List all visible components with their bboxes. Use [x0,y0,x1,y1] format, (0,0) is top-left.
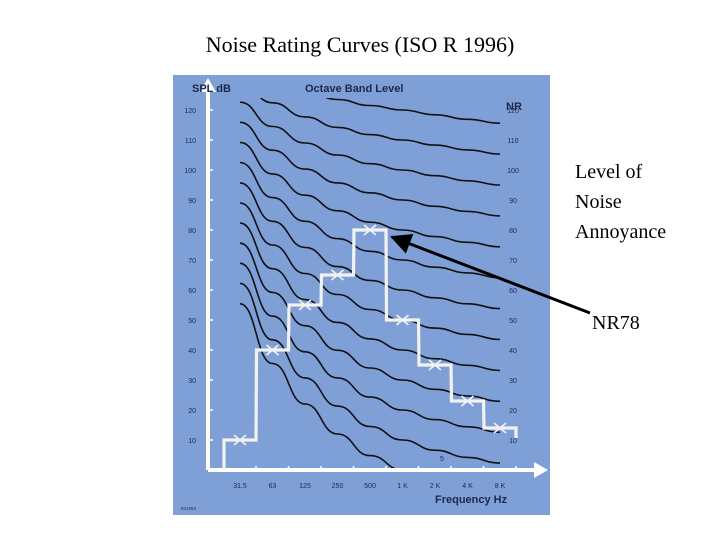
x-tick-label: 500 [364,483,376,490]
y-tick-label: 80 [188,228,196,235]
nr-curves [239,98,501,470]
nr-curve-60 [260,98,501,155]
nr-label: NR [506,101,522,113]
nr-curve-40 [239,161,501,279]
nr-curve-label: 5 [440,456,444,463]
y-tick-label: 40 [188,348,196,355]
nr-curve-5 [239,303,410,470]
x-tick-label: 1 K [397,483,408,490]
nr-curve-label: 30 [509,378,517,385]
chart-header: Octave Band Level [305,83,403,95]
nr-curve-label: 10 [509,438,517,445]
x-axis-arrowhead [534,462,548,478]
nr-curve-label: 100 [507,168,519,175]
spectrum-point-marker [298,299,312,311]
spectrum-line [222,224,518,470]
chart-labels: 10 20 30 40 50 60 70 80 90 100 110 120 31.5 63 125 250 5… [181,83,522,511]
nr-curve-25 [239,222,501,372]
annotation-level-of-noise-annoyance: Level of Noise Annoyance [575,157,666,247]
chart-panel [173,75,550,515]
y-tick-label: 100 [184,168,196,175]
nr-curve-label: 90 [509,198,517,205]
y-tick-label: 50 [188,318,196,325]
nr-curve-30 [239,202,501,341]
nr-curve-20 [239,242,501,403]
x-tick-label: 4 K [462,483,473,490]
nr-curve-10 [239,282,501,464]
y-tick-label: 20 [188,408,196,415]
y-tick-label: 30 [188,378,196,385]
y-axis-title: SPL dB [192,83,231,95]
x-tick-label: 63 [269,483,277,490]
nr-curve-label: 50 [509,318,517,325]
nr-curve-15 [239,262,501,433]
annotation-line-3: Annoyance [575,221,667,243]
y-tick-label: 70 [188,258,196,265]
x-tick-label: 125 [299,483,311,490]
nr-curve-label: 40 [509,348,517,355]
spectrum-point-marker [493,422,507,434]
nr-curve-label: 60 [509,288,517,295]
y-axis-arrowhead [200,78,216,92]
annotation-arrow [390,233,591,315]
spectrum-point-marker [265,344,280,356]
nr-curve-65 [325,98,501,124]
nr-curve-35 [239,182,501,310]
footnote: 831863 [181,506,197,511]
spectrum-point-marker [428,359,442,371]
nr-curve-55 [239,101,501,186]
x-tick-label: 8 K [495,483,506,490]
spectrum-point-marker [395,314,410,326]
spectrum-point-marker [330,269,345,281]
x-tick-label: 2 K [430,483,441,490]
y-tick-label: 120 [184,108,196,115]
annotation-line-1: Level of [575,161,643,183]
nr-curve-50 [239,121,501,217]
y-tick-label: 90 [188,198,196,205]
x-tick-label: 250 [332,483,344,490]
annotation-line-2: Noise [575,191,622,213]
x-tick-label: 31.5 [233,483,247,490]
nr-curve-label: 110 [507,138,518,145]
slide-title: Noise Rating Curves (ISO R 1996) [205,32,515,57]
x-axis-title: Frequency Hz [435,494,508,506]
y-tick-label: 10 [188,438,196,445]
nr-curve-label: 80 [509,228,517,235]
y-tick-label: 110 [185,138,196,145]
spectrum-point-marker [460,395,475,407]
nr-curve-label: 20 [509,408,517,415]
spectrum-point-marker [363,224,377,236]
annotation-nr-value: NR78 [592,312,640,334]
nr-curve-label: 70 [509,258,517,265]
chart-axes [200,78,548,478]
spectrum-point-marker [233,434,247,446]
nr-curve-label: 120 [507,108,519,115]
nr-curve-45 [239,141,501,248]
y-tick-label: 60 [188,288,196,295]
